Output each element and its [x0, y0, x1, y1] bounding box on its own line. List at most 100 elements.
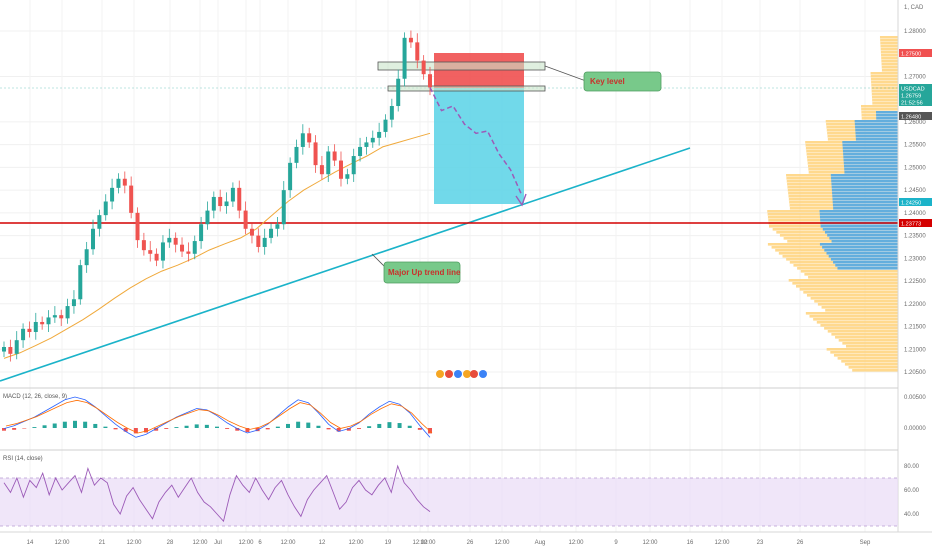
time-tick-label: Jul — [214, 540, 222, 546]
price-tick-label: 1.24500 — [904, 188, 926, 194]
time-tick-label: 12:00 — [568, 540, 584, 546]
macd-hist-bar — [316, 425, 321, 428]
vp-bar-up — [844, 363, 898, 366]
vp-bar-up — [871, 90, 898, 93]
key-level-label: Key level — [590, 77, 625, 86]
candle-body — [116, 178, 121, 188]
vp-bar-down — [833, 261, 898, 264]
candle-body — [364, 142, 369, 147]
major-uptrend-line[interactable] — [0, 147, 691, 382]
take-profit-box[interactable] — [434, 88, 524, 204]
candle-body — [345, 174, 350, 179]
candle-body — [421, 60, 426, 75]
vp-bar-up — [871, 96, 898, 99]
price-tick-label: 1.22500 — [904, 279, 926, 285]
price-tick-label: 1.23000 — [904, 256, 926, 262]
candle-body — [332, 151, 337, 161]
candle-body — [300, 133, 305, 147]
rsi-line — [3, 464, 431, 523]
rsi-tick-label: 80.00 — [904, 464, 920, 470]
candle-body — [110, 187, 115, 202]
vp-bar-up — [881, 54, 898, 57]
candle-body — [65, 306, 70, 319]
price-tag-label: USDCAD — [901, 87, 925, 93]
vp-bar-up — [831, 333, 898, 336]
symbol-header: 1, CAD — [904, 5, 924, 11]
macd-hist-bar — [164, 428, 169, 429]
vp-bar-down — [824, 231, 898, 234]
vp-bar-up — [870, 78, 898, 81]
candle-body — [396, 78, 401, 107]
time-tick-label: 28 — [167, 540, 174, 546]
candles — [2, 30, 432, 362]
vp-bar-down — [842, 141, 898, 144]
candle-body — [46, 317, 51, 325]
macd-hist-bar — [367, 426, 372, 428]
macd-hist-bar — [265, 428, 270, 430]
moving-average-line — [3, 132, 431, 359]
time-tick-label: 14 — [27, 540, 34, 546]
vp-bar-down — [835, 264, 898, 267]
vp-bar-up — [852, 369, 898, 372]
candle-body — [377, 131, 382, 138]
macd-hist-bar — [387, 422, 392, 428]
vp-bar-up — [820, 324, 898, 327]
vp-bar-down — [820, 219, 898, 222]
vp-bar-down — [854, 120, 898, 123]
time-tick-label: 26 — [467, 540, 474, 546]
candle-body — [14, 340, 19, 354]
candle-body — [71, 299, 76, 307]
key-level-callout[interactable] — [583, 71, 662, 92]
price-axis-ticks: 1.28000 1.27000 1.26000 1.25500 1.25000 1.245… — [904, 29, 926, 376]
vp-bar-up — [796, 285, 898, 288]
key-level-connector — [544, 65, 587, 82]
vp-bar-down — [837, 267, 898, 270]
vp-bar-down — [832, 198, 898, 201]
macd-hist-bar — [154, 428, 159, 431]
candle-body — [2, 346, 6, 352]
vp-bar-down — [831, 177, 898, 180]
vp-bar-up — [814, 300, 898, 303]
time-tick-label: Aug — [535, 540, 546, 546]
macd-hist-bar — [306, 422, 311, 428]
vp-bar-up — [881, 60, 898, 63]
time-tick-label: 6 — [258, 540, 262, 546]
vp-bar-down — [827, 234, 898, 237]
vp-bar-down — [844, 171, 898, 174]
macd-hist-bar — [255, 428, 260, 432]
vp-bar-down — [832, 201, 898, 204]
vp-bar-up — [806, 294, 898, 297]
candle-body — [167, 237, 172, 243]
time-tick-label: 12:00 — [238, 540, 254, 546]
macd-hist-bar — [407, 425, 412, 428]
candle-body — [135, 212, 140, 241]
macd-hist-bar — [377, 423, 382, 428]
stop-loss-box[interactable] — [434, 53, 524, 88]
time-axis[interactable]: 14 12:00 21 12:00 28 12:00 Jul 12:00 6 12:00 12 12:… — [27, 540, 871, 546]
time-tick-label: 12:00 — [126, 540, 142, 546]
time-tick-label: 26 — [797, 540, 804, 546]
key-level-zone-lower[interactable] — [387, 85, 546, 92]
candle-body — [84, 249, 89, 266]
macd-hist-bar — [204, 424, 209, 428]
price-tick-label: 1.21500 — [904, 325, 926, 331]
candle-body — [294, 146, 299, 163]
macd-panel[interactable] — [0, 389, 898, 449]
vp-bar-up — [880, 42, 898, 45]
price-tag-label: 1.26759 — [901, 94, 921, 100]
price-tag-label: 1.27500 — [901, 52, 921, 58]
rsi-overbought-band — [0, 478, 898, 526]
vp-bar-down — [843, 153, 898, 156]
candle-body — [249, 228, 254, 236]
macd-hist-bar — [397, 423, 402, 428]
vp-bar-down — [876, 117, 898, 120]
price-tick-label: 1.27000 — [904, 74, 926, 80]
vp-bar-up — [816, 321, 898, 324]
candle-body — [243, 210, 248, 229]
vp-bar-up — [800, 270, 898, 273]
economic-event-icons[interactable] — [436, 370, 487, 378]
candle-body — [262, 237, 267, 247]
trend-line-callout[interactable] — [383, 261, 461, 284]
macd-hist-bar — [42, 425, 47, 428]
